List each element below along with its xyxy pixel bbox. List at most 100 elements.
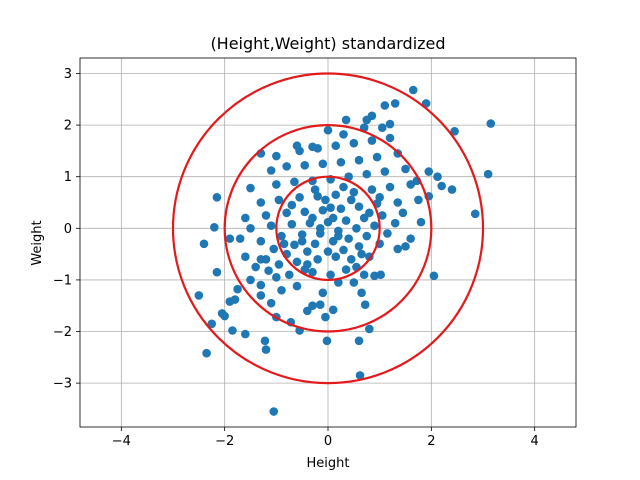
data-point (323, 125, 333, 135)
data-point (349, 187, 359, 197)
data-point (308, 142, 317, 152)
data-point (365, 208, 374, 218)
data-point (321, 312, 330, 322)
data-point (346, 254, 356, 264)
data-point (322, 336, 332, 346)
data-point (334, 231, 343, 241)
data-point (336, 204, 346, 213)
data-point (372, 152, 382, 162)
data-point (256, 236, 266, 246)
data-point (336, 157, 346, 167)
data-point (241, 329, 250, 339)
data-point (292, 257, 302, 267)
data-point (256, 291, 266, 300)
data-point (339, 245, 348, 255)
data-point (354, 242, 364, 251)
data-point (390, 218, 400, 228)
data-point (437, 181, 446, 191)
data-point (228, 326, 237, 335)
y-tick-label: −2 (53, 325, 72, 340)
data-point (331, 190, 341, 200)
data-point (355, 371, 365, 380)
data-point (246, 183, 255, 193)
data-point (341, 265, 351, 274)
data-point (246, 224, 255, 233)
x-tick-label: −2 (215, 434, 234, 449)
y-axis-label: Weight (30, 220, 45, 265)
data-point (303, 247, 312, 256)
data-point (251, 262, 260, 272)
data-point (315, 300, 325, 309)
data-point (362, 169, 372, 179)
data-point (313, 192, 322, 201)
x-tick-label: 0 (324, 434, 332, 449)
data-point (398, 208, 408, 218)
radius-circle (223, 123, 433, 333)
data-point (450, 126, 459, 136)
data-point (370, 221, 379, 231)
data-point (349, 278, 359, 287)
data-point (344, 234, 353, 243)
data-point (274, 260, 284, 269)
data-point (360, 300, 370, 309)
data-point (287, 219, 297, 229)
data-point (266, 298, 276, 308)
y-tick-label: 2 (64, 119, 72, 134)
data-point (318, 205, 328, 215)
data-point (318, 288, 328, 298)
data-point (207, 319, 217, 329)
data-point (385, 119, 395, 129)
x-tick-label: −4 (112, 434, 131, 449)
data-point (318, 159, 328, 169)
data-point (377, 211, 387, 220)
reference-circles (171, 72, 485, 385)
data-point (260, 336, 270, 346)
data-point (406, 234, 415, 243)
data-point (199, 239, 209, 249)
data-point (225, 234, 235, 243)
data-point (447, 185, 457, 194)
data-point (390, 99, 400, 108)
data-point (352, 224, 361, 233)
data-point (241, 252, 250, 261)
data-point (264, 266, 273, 275)
data-point (202, 348, 211, 358)
x-tick-label: 4 (531, 434, 539, 449)
data-point (349, 138, 359, 148)
axis-ticks: −4 −2 0 2 4 −3 −2 −1 0 1 2 3 (53, 67, 539, 449)
data-point (424, 167, 434, 176)
chart-title: (Height,Weight) standardized (210, 34, 445, 53)
data-point (331, 252, 341, 261)
data-point (321, 195, 330, 205)
data-point (212, 267, 222, 277)
data-point (274, 195, 284, 205)
y-tick-label: −3 (53, 377, 72, 392)
data-point (331, 141, 341, 151)
data-point (246, 275, 255, 285)
data-point (233, 284, 242, 294)
data-point (277, 285, 286, 295)
data-point (290, 177, 299, 187)
data-point (297, 236, 307, 246)
data-point (362, 231, 372, 241)
data-point (282, 162, 291, 171)
data-point (303, 260, 312, 269)
data-point (414, 195, 423, 205)
data-point (416, 217, 426, 227)
data-point (376, 270, 386, 280)
data-point (380, 101, 390, 110)
data-point (308, 301, 317, 311)
data-point (272, 273, 281, 282)
data-point (287, 200, 297, 210)
radius-circle (275, 175, 381, 282)
data-point (365, 324, 374, 334)
data-point (486, 119, 496, 128)
data-points (194, 85, 496, 416)
data-point (292, 141, 302, 151)
data-point (354, 202, 364, 211)
data-point (357, 249, 366, 259)
data-point (266, 166, 276, 175)
data-point (266, 221, 276, 231)
data-point (272, 180, 281, 189)
